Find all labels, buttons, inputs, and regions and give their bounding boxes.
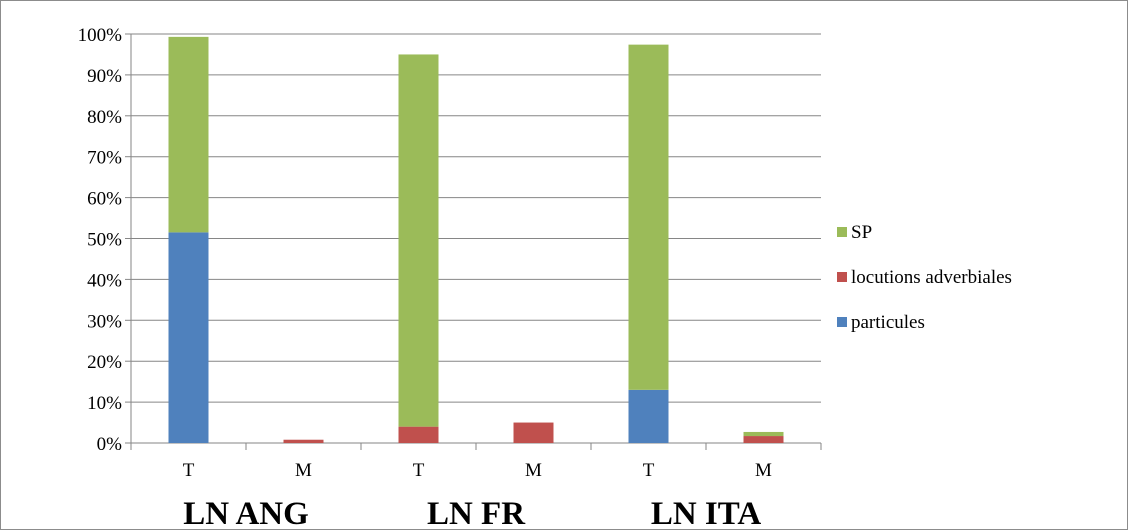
y-tick-label: 0% <box>97 434 123 455</box>
bar-segment <box>168 36 209 233</box>
legend: SP locutions adverbiales particules <box>837 222 1012 333</box>
legend-swatch <box>837 272 847 282</box>
bar-segment <box>283 439 324 443</box>
x-category-label: T <box>183 460 195 481</box>
legend-label: locutions adverbiales <box>851 267 1012 288</box>
gridlines <box>131 33 821 403</box>
legend-item: particules <box>837 312 925 333</box>
bar-segment <box>398 426 439 443</box>
x-category-label: M <box>755 460 772 481</box>
bar-segment <box>743 431 784 437</box>
legend-swatch <box>837 227 847 237</box>
x-category-label: M <box>295 460 312 481</box>
x-category-label: T <box>643 460 655 481</box>
legend-label: particules <box>851 312 925 333</box>
legend-item: locutions adverbiales <box>837 267 1012 288</box>
x-category-label: T <box>413 460 425 481</box>
bar-segment <box>513 422 554 443</box>
bar-segment <box>398 54 439 427</box>
axis-labels: 0%10%20%30%40%50%60%70%80%90%100%T M T M T ML… <box>78 25 772 531</box>
x-category-label: M <box>525 460 542 481</box>
y-tick-label: 20% <box>87 352 122 373</box>
axes <box>125 33 822 450</box>
y-tick-label: 70% <box>87 148 122 169</box>
y-tick-label: 90% <box>87 66 122 87</box>
bar-segment <box>168 232 209 443</box>
bars <box>168 36 784 443</box>
bar-segment <box>628 389 669 443</box>
y-tick-label: 60% <box>87 189 122 210</box>
legend-item: SP <box>837 222 872 243</box>
y-tick-label: 40% <box>87 270 122 291</box>
y-tick-label: 10% <box>87 393 122 414</box>
bar-segment <box>628 44 669 390</box>
legend-label: SP <box>851 222 872 243</box>
y-tick-label: 80% <box>87 107 122 128</box>
y-tick-label: 50% <box>87 230 122 251</box>
group-label: LN ANG <box>183 496 309 531</box>
bar-segment <box>743 436 784 443</box>
y-tick-label: 100% <box>78 25 123 46</box>
group-label: LN ITA <box>651 496 761 531</box>
group-label: LN FR <box>427 496 526 531</box>
y-tick-label: 30% <box>87 311 122 332</box>
legend-swatch <box>837 317 847 327</box>
